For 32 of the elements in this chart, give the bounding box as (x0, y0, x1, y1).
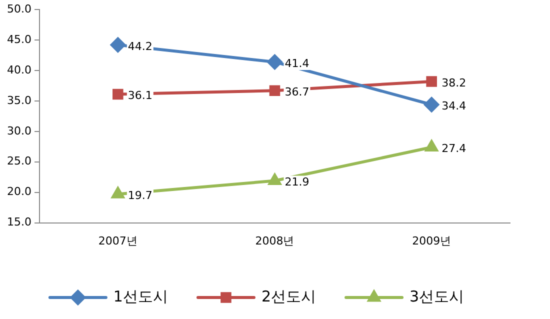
y-tick-label: 45.0 (6, 32, 32, 46)
y-tick-label: 30.0 (6, 124, 32, 138)
point (110, 37, 126, 52)
point (112, 88, 124, 100)
point (424, 97, 440, 112)
point (269, 85, 280, 96)
y-tick-label: 20.0 (6, 185, 32, 198)
x-tick-label: 2009년 (412, 234, 452, 248)
point (268, 174, 282, 186)
y-tick-label: 40.0 (6, 63, 32, 76)
legend-label: 2선도시 (261, 287, 316, 306)
data-label: 27.4 (442, 142, 466, 156)
data-label: 44.2 (128, 40, 152, 53)
y-tick-label: 50.0 (6, 2, 32, 16)
legend-label: 3선도시 (410, 287, 464, 306)
point (425, 140, 438, 152)
point (267, 54, 282, 70)
legend-label: 1선도시 (113, 287, 168, 306)
y-tick-label: 25.0 (6, 154, 32, 168)
x-tick-label: 2007년 (98, 234, 138, 248)
y-tick-label: 15.0 (6, 216, 32, 229)
point (112, 187, 124, 198)
data-label: 36.1 (128, 89, 152, 102)
data-label: 41.4 (284, 56, 310, 70)
y-tick-label: 35.0 (6, 94, 32, 107)
x-tick-label: 2008년 (255, 234, 294, 248)
point (426, 76, 437, 87)
data-label: 36.7 (284, 85, 310, 98)
data-label: 19.7 (128, 189, 152, 202)
data-label: 38.2 (442, 76, 466, 90)
data-label: 34.4 (442, 99, 466, 112)
data-label: 21.9 (284, 176, 310, 189)
